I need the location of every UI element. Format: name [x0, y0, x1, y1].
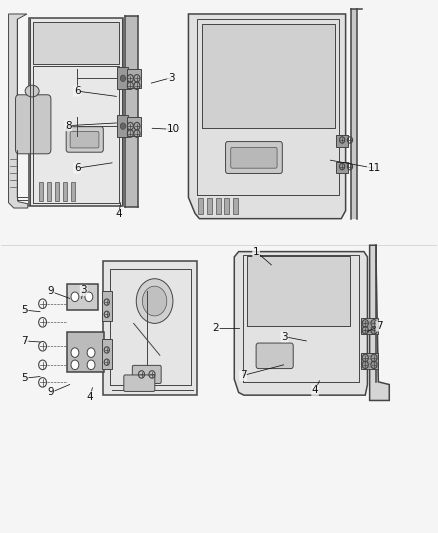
Text: 1: 1: [253, 247, 259, 256]
Bar: [351, 9, 357, 219]
Text: 4: 4: [312, 385, 318, 395]
Bar: [215, 198, 221, 214]
Bar: [361, 353, 378, 368]
Text: 3: 3: [281, 332, 288, 342]
Text: 6: 6: [74, 163, 81, 173]
Text: 5: 5: [21, 305, 28, 315]
Bar: [117, 115, 128, 138]
Bar: [55, 182, 59, 200]
Bar: [198, 198, 203, 214]
Bar: [233, 198, 238, 214]
Circle shape: [71, 292, 79, 302]
Text: 9: 9: [48, 387, 54, 398]
Bar: [71, 182, 75, 200]
Circle shape: [120, 123, 126, 130]
Polygon shape: [370, 245, 389, 400]
Polygon shape: [9, 14, 28, 208]
Bar: [336, 135, 348, 147]
Bar: [63, 182, 67, 200]
Bar: [207, 198, 212, 214]
Text: 4: 4: [87, 392, 93, 402]
FancyBboxPatch shape: [256, 343, 293, 368]
Text: 7: 7: [240, 370, 246, 381]
FancyBboxPatch shape: [66, 127, 103, 152]
Text: 6: 6: [74, 86, 81, 96]
Circle shape: [136, 279, 173, 324]
Text: 10: 10: [166, 124, 180, 134]
Polygon shape: [103, 261, 197, 395]
Text: 4: 4: [115, 209, 122, 220]
Bar: [127, 117, 141, 136]
Bar: [102, 292, 112, 321]
Bar: [102, 340, 112, 368]
Circle shape: [142, 286, 167, 316]
Text: 2: 2: [212, 322, 219, 333]
Text: 8: 8: [65, 120, 72, 131]
Circle shape: [85, 292, 93, 302]
Bar: [336, 162, 348, 173]
Text: 3: 3: [80, 286, 87, 295]
Text: 7: 7: [21, 336, 28, 346]
Bar: [125, 15, 138, 207]
Text: 7: 7: [376, 321, 383, 331]
Text: 5: 5: [21, 373, 28, 383]
Bar: [117, 67, 128, 90]
FancyBboxPatch shape: [231, 148, 277, 168]
Bar: [67, 284, 98, 310]
Bar: [39, 182, 43, 200]
Circle shape: [87, 348, 95, 358]
Text: 9: 9: [48, 286, 54, 296]
Polygon shape: [188, 14, 346, 219]
Text: 11: 11: [367, 163, 381, 173]
FancyBboxPatch shape: [70, 132, 99, 148]
Bar: [224, 198, 230, 214]
Circle shape: [71, 348, 79, 358]
Circle shape: [87, 360, 95, 369]
Bar: [361, 318, 378, 334]
Circle shape: [71, 360, 79, 369]
Bar: [67, 332, 104, 372]
Bar: [127, 69, 141, 88]
Bar: [47, 182, 51, 200]
FancyBboxPatch shape: [124, 375, 155, 391]
Text: 3: 3: [168, 73, 174, 83]
Polygon shape: [234, 252, 367, 395]
Bar: [201, 23, 335, 128]
FancyBboxPatch shape: [15, 95, 51, 154]
Ellipse shape: [25, 85, 39, 97]
Circle shape: [120, 75, 126, 82]
FancyBboxPatch shape: [226, 142, 283, 173]
FancyBboxPatch shape: [132, 366, 161, 383]
Bar: [247, 256, 350, 326]
Polygon shape: [29, 18, 123, 206]
Bar: [33, 22, 120, 64]
